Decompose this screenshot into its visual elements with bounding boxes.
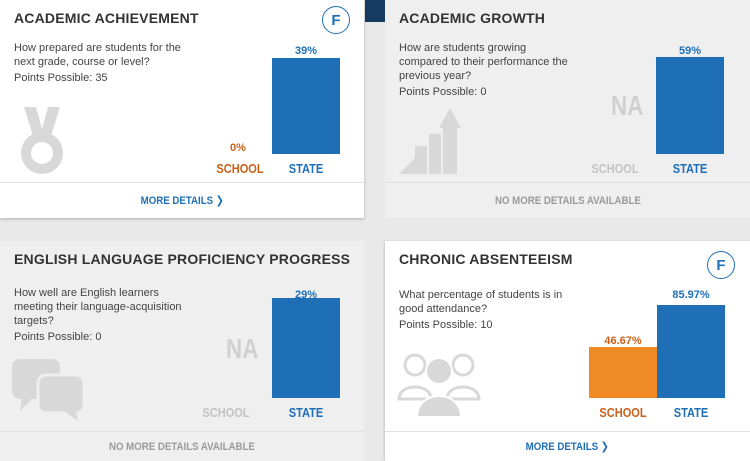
no-more-details-text: NO MORE DETAILS AVAILABLE [109, 440, 255, 453]
chevron-right-icon: ❯ [600, 441, 610, 453]
no-more-details-text: NO MORE DETAILS AVAILABLE [494, 194, 641, 207]
school-axis-label: SCHOOL [216, 161, 264, 176]
school-axis-label: SCHOOL [202, 405, 250, 420]
card-footer: NO MORE DETAILS AVAILABLE [385, 182, 750, 218]
na-label: NA [611, 90, 644, 121]
points-possible: Points Possible: 0 [399, 86, 487, 98]
more-details-link[interactable]: MORE DETAILS ❯ [525, 441, 610, 453]
state-value-label: 39% [294, 45, 318, 57]
state-bar [656, 57, 724, 154]
card-title: ACADEMIC ACHIEVEMENT [14, 10, 199, 26]
card-question: How are students growing compared to the… [399, 41, 574, 99]
medal-icon [21, 107, 63, 174]
points-possible: Points Possible: 10 [399, 319, 493, 331]
state-axis-label: STATE [672, 161, 708, 176]
question-text: How prepared are students for the next g… [14, 42, 181, 68]
school-value-label: 0% [230, 142, 246, 154]
state-value-label: 59% [678, 45, 702, 57]
state-axis-label: STATE [288, 405, 324, 420]
school-axis-label: SCHOOL [599, 405, 647, 420]
points-possible: Points Possible: 0 [14, 331, 102, 343]
school-axis-label: SCHOOL [591, 161, 639, 176]
grade-badge[interactable]: F [322, 6, 350, 34]
question-text: How well are English learners meeting th… [14, 287, 182, 327]
card-question: How well are English learners meeting th… [14, 286, 194, 344]
school-bar [589, 347, 657, 398]
more-details-link[interactable]: MORE DETAILS ❯ [140, 195, 224, 207]
growth-arrow-icon [399, 108, 461, 174]
state-value-label: 85.97% [672, 289, 710, 301]
card-footer: MORE DETAILS ❯ [0, 182, 364, 218]
chevron-right-icon: ❯ [215, 195, 224, 207]
card-question: How prepared are students for the next g… [14, 41, 194, 85]
state-axis-label: STATE [288, 161, 324, 176]
state-bar [272, 297, 340, 398]
header-notch [365, 0, 385, 22]
grade-badge[interactable]: F [707, 251, 735, 279]
card-footer: NO MORE DETAILS AVAILABLE [0, 431, 364, 461]
points-possible: Points Possible: 35 [14, 72, 108, 84]
question-text: What percentage of students is in good a… [399, 289, 563, 315]
question-text: How are students growing compared to the… [399, 42, 568, 82]
card-academic-achievement: ACADEMIC ACHIEVEMENT F How prepared are … [0, 0, 364, 218]
card-chronic-absenteeism: CHRONIC ABSENTEEISM F What percentage of… [385, 241, 750, 461]
card-question: What percentage of students is in good a… [399, 288, 574, 332]
people-group-icon [397, 353, 481, 418]
card-footer: MORE DETAILS ❯ [385, 431, 750, 461]
state-bar [657, 304, 725, 398]
state-axis-label: STATE [673, 405, 709, 420]
card-title: ACADEMIC GROWTH [399, 10, 546, 26]
card-title: ENGLISH LANGUAGE PROFICIENCY PROGRESS [14, 251, 351, 267]
school-value-label: 46.67% [604, 335, 642, 347]
na-label: NA [226, 333, 259, 364]
card-english-language-proficiency: ENGLISH LANGUAGE PROFICIENCY PROGRESS Ho… [0, 241, 364, 461]
card-academic-growth: ACADEMIC GROWTH How are students growing… [385, 0, 750, 218]
card-title: CHRONIC ABSENTEEISM [399, 251, 573, 267]
speech-bubbles-icon [12, 359, 86, 421]
state-bar [272, 58, 340, 154]
